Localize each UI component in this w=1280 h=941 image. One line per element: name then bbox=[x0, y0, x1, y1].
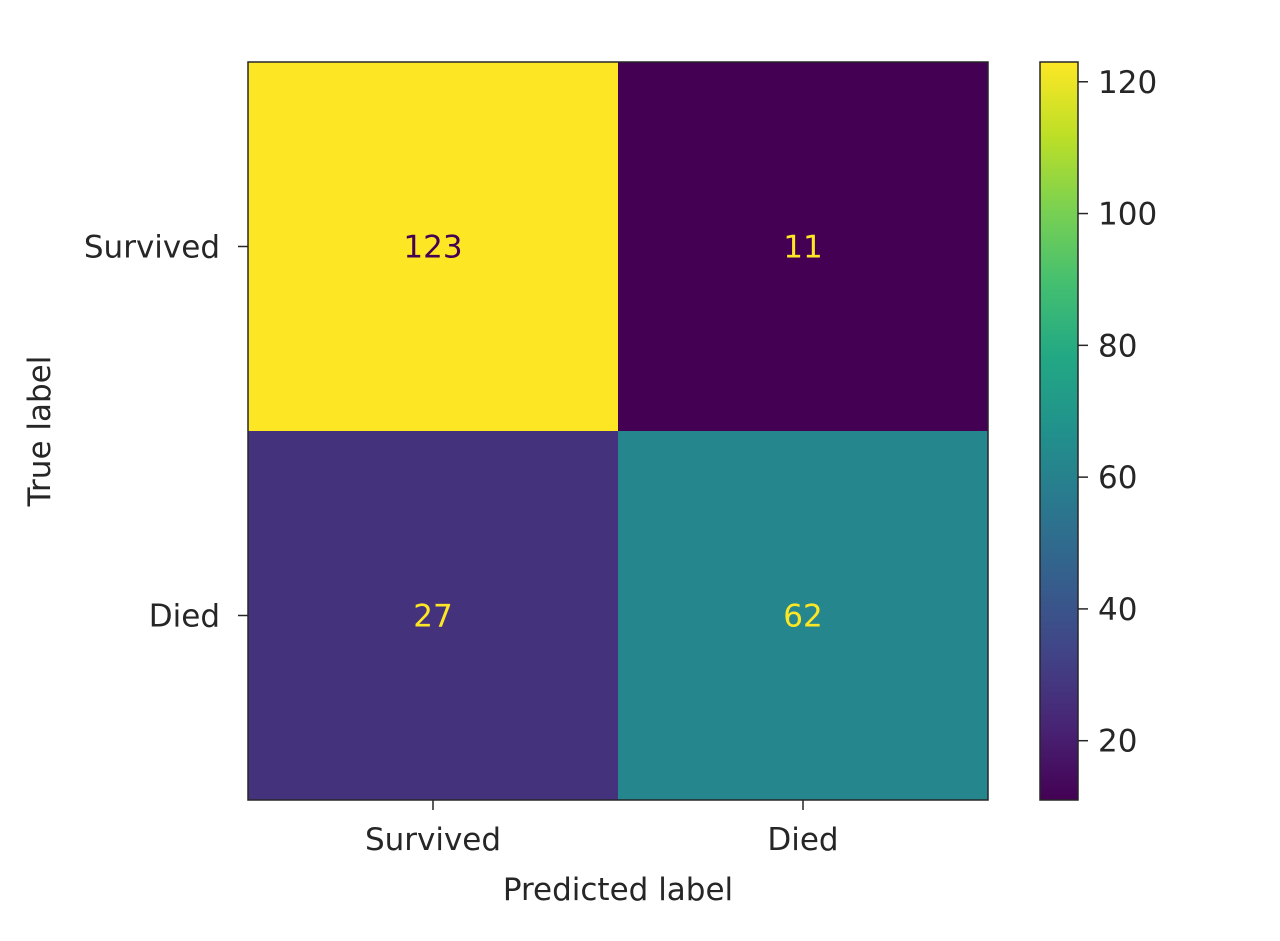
plot-frame bbox=[247, 61, 989, 801]
heatmap-cells: 123 11 27 62 bbox=[248, 62, 989, 801]
heatmap-cell bbox=[248, 431, 619, 801]
x-axis: Survived Died bbox=[365, 800, 839, 858]
colorbar bbox=[1039, 61, 1079, 801]
colorbar-tick-label: 80 bbox=[1098, 328, 1137, 364]
y-tick-label: Survived bbox=[84, 230, 220, 266]
heatmap-cell bbox=[618, 431, 989, 801]
y-tick-label: Died bbox=[149, 599, 220, 635]
colorbar-tick-label: 20 bbox=[1098, 724, 1137, 760]
colorbar-tick-label: 40 bbox=[1098, 592, 1137, 628]
colorbar-tick-label: 120 bbox=[1098, 65, 1157, 101]
y-axis-label: True label bbox=[22, 356, 58, 508]
x-tick-label: Survived bbox=[365, 822, 501, 858]
heatmap-cell bbox=[618, 62, 989, 432]
colorbar-tick-label: 60 bbox=[1098, 460, 1137, 496]
x-tick-label: Died bbox=[767, 822, 838, 858]
cell-value-label: 62 bbox=[783, 599, 822, 635]
cell-value-label: 27 bbox=[413, 599, 452, 635]
cell-value-label: 11 bbox=[783, 230, 822, 266]
heatmap-cell bbox=[248, 62, 619, 432]
colorbar-axis: 20 40 60 80 100 120 bbox=[1078, 65, 1157, 760]
y-axis: Survived Died bbox=[84, 230, 248, 635]
colorbar-tick-label: 100 bbox=[1098, 197, 1157, 233]
cell-value-label: 123 bbox=[403, 230, 462, 266]
x-axis-label: Predicted label bbox=[503, 872, 733, 908]
